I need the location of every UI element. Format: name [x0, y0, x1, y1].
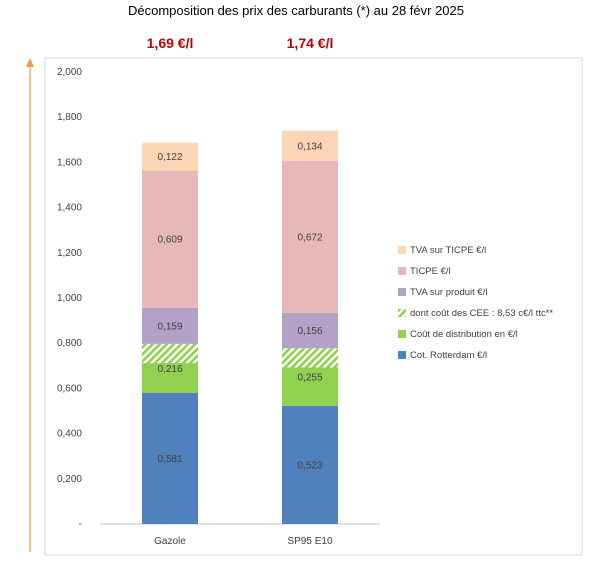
- x-tick-label: SP95 E10: [287, 536, 332, 547]
- legend-swatch: [398, 351, 406, 359]
- legend-swatch: [398, 246, 406, 254]
- plot-border: [44, 57, 583, 556]
- bar-value-label: 0,523: [297, 460, 322, 471]
- y-tick-label: 1,600: [57, 157, 82, 168]
- bar-value-label: 0,609: [157, 235, 182, 246]
- y-tick-label: 1,400: [57, 203, 82, 214]
- bar-segment: [142, 170, 198, 308]
- bar-segment: [142, 307, 198, 344]
- bar-segment: [282, 130, 338, 162]
- x-axis: Gazole SP95 E10: [154, 536, 333, 547]
- y-tick-label: 0,800: [57, 338, 82, 349]
- legend-label: Cot. Rotterdam €/l: [410, 350, 487, 361]
- legend-label: Coût de distribution en €/l: [410, 329, 518, 340]
- bar-value-label: 0,672: [297, 232, 322, 243]
- legend: TVA sur TICPE €/l TICPE €/l TVA sur produi…: [398, 245, 553, 361]
- legend-swatch: [398, 330, 406, 338]
- legend-label: TICPE €/l: [410, 266, 451, 277]
- legend-label: dont coût des CEE : 8,53 c€/l ttc**: [410, 308, 553, 319]
- bar-value-label: 0,156: [297, 326, 322, 337]
- bar-segment: [282, 405, 338, 524]
- y-tick-label: 2,000: [57, 67, 82, 78]
- totals: 1,69 €/l 1,74 €/l: [147, 35, 334, 51]
- bar-segment: [142, 142, 198, 171]
- total-label: 1,74 €/l: [287, 35, 334, 51]
- bar-value-label: 0,581: [157, 454, 182, 465]
- y-tick-label: 1,200: [57, 248, 82, 259]
- y-tick-label: 0,200: [57, 474, 82, 485]
- bar-segment: [142, 392, 198, 524]
- y-axis-arrow: [26, 58, 34, 552]
- y-axis: - 0,200 0,400 0,600 0,800 1,000 1,200 1,400 1,60…: [57, 67, 82, 530]
- total-label: 1,69 €/l: [147, 35, 194, 51]
- bar-value-label: 0,159: [157, 321, 182, 332]
- bar-segment-hatched: [282, 348, 338, 368]
- y-tick-label: 0,400: [57, 429, 82, 440]
- bars: 0,581 0,216 0,159 0,609 0,122 0,523 0,255 0,156…: [142, 130, 338, 524]
- chart-title: Décomposition des prix des carburants (*…: [128, 3, 464, 18]
- bar-value-label: 0,122: [157, 152, 182, 163]
- bar-value-label: 0,134: [297, 141, 322, 152]
- y-tick-label: -: [79, 519, 82, 530]
- legend-swatch: [398, 288, 406, 296]
- y-tick-label: 1,000: [57, 293, 82, 304]
- bar-value-label: 0,216: [157, 364, 182, 375]
- x-tick-label: Gazole: [154, 536, 186, 547]
- bar-segment: [282, 312, 338, 349]
- legend-swatch: [398, 267, 406, 275]
- bar-segment: [282, 161, 338, 313]
- bar-value-label: 0,255: [297, 372, 322, 383]
- legend-label: TVA sur produit €/l: [410, 287, 487, 298]
- bar-segment-hatched: [142, 343, 198, 364]
- y-tick-label: 0,600: [57, 383, 82, 394]
- y-tick-label: 1,800: [57, 112, 82, 123]
- legend-swatch: [398, 309, 406, 317]
- legend-label: TVA sur TICPE €/l: [410, 245, 486, 256]
